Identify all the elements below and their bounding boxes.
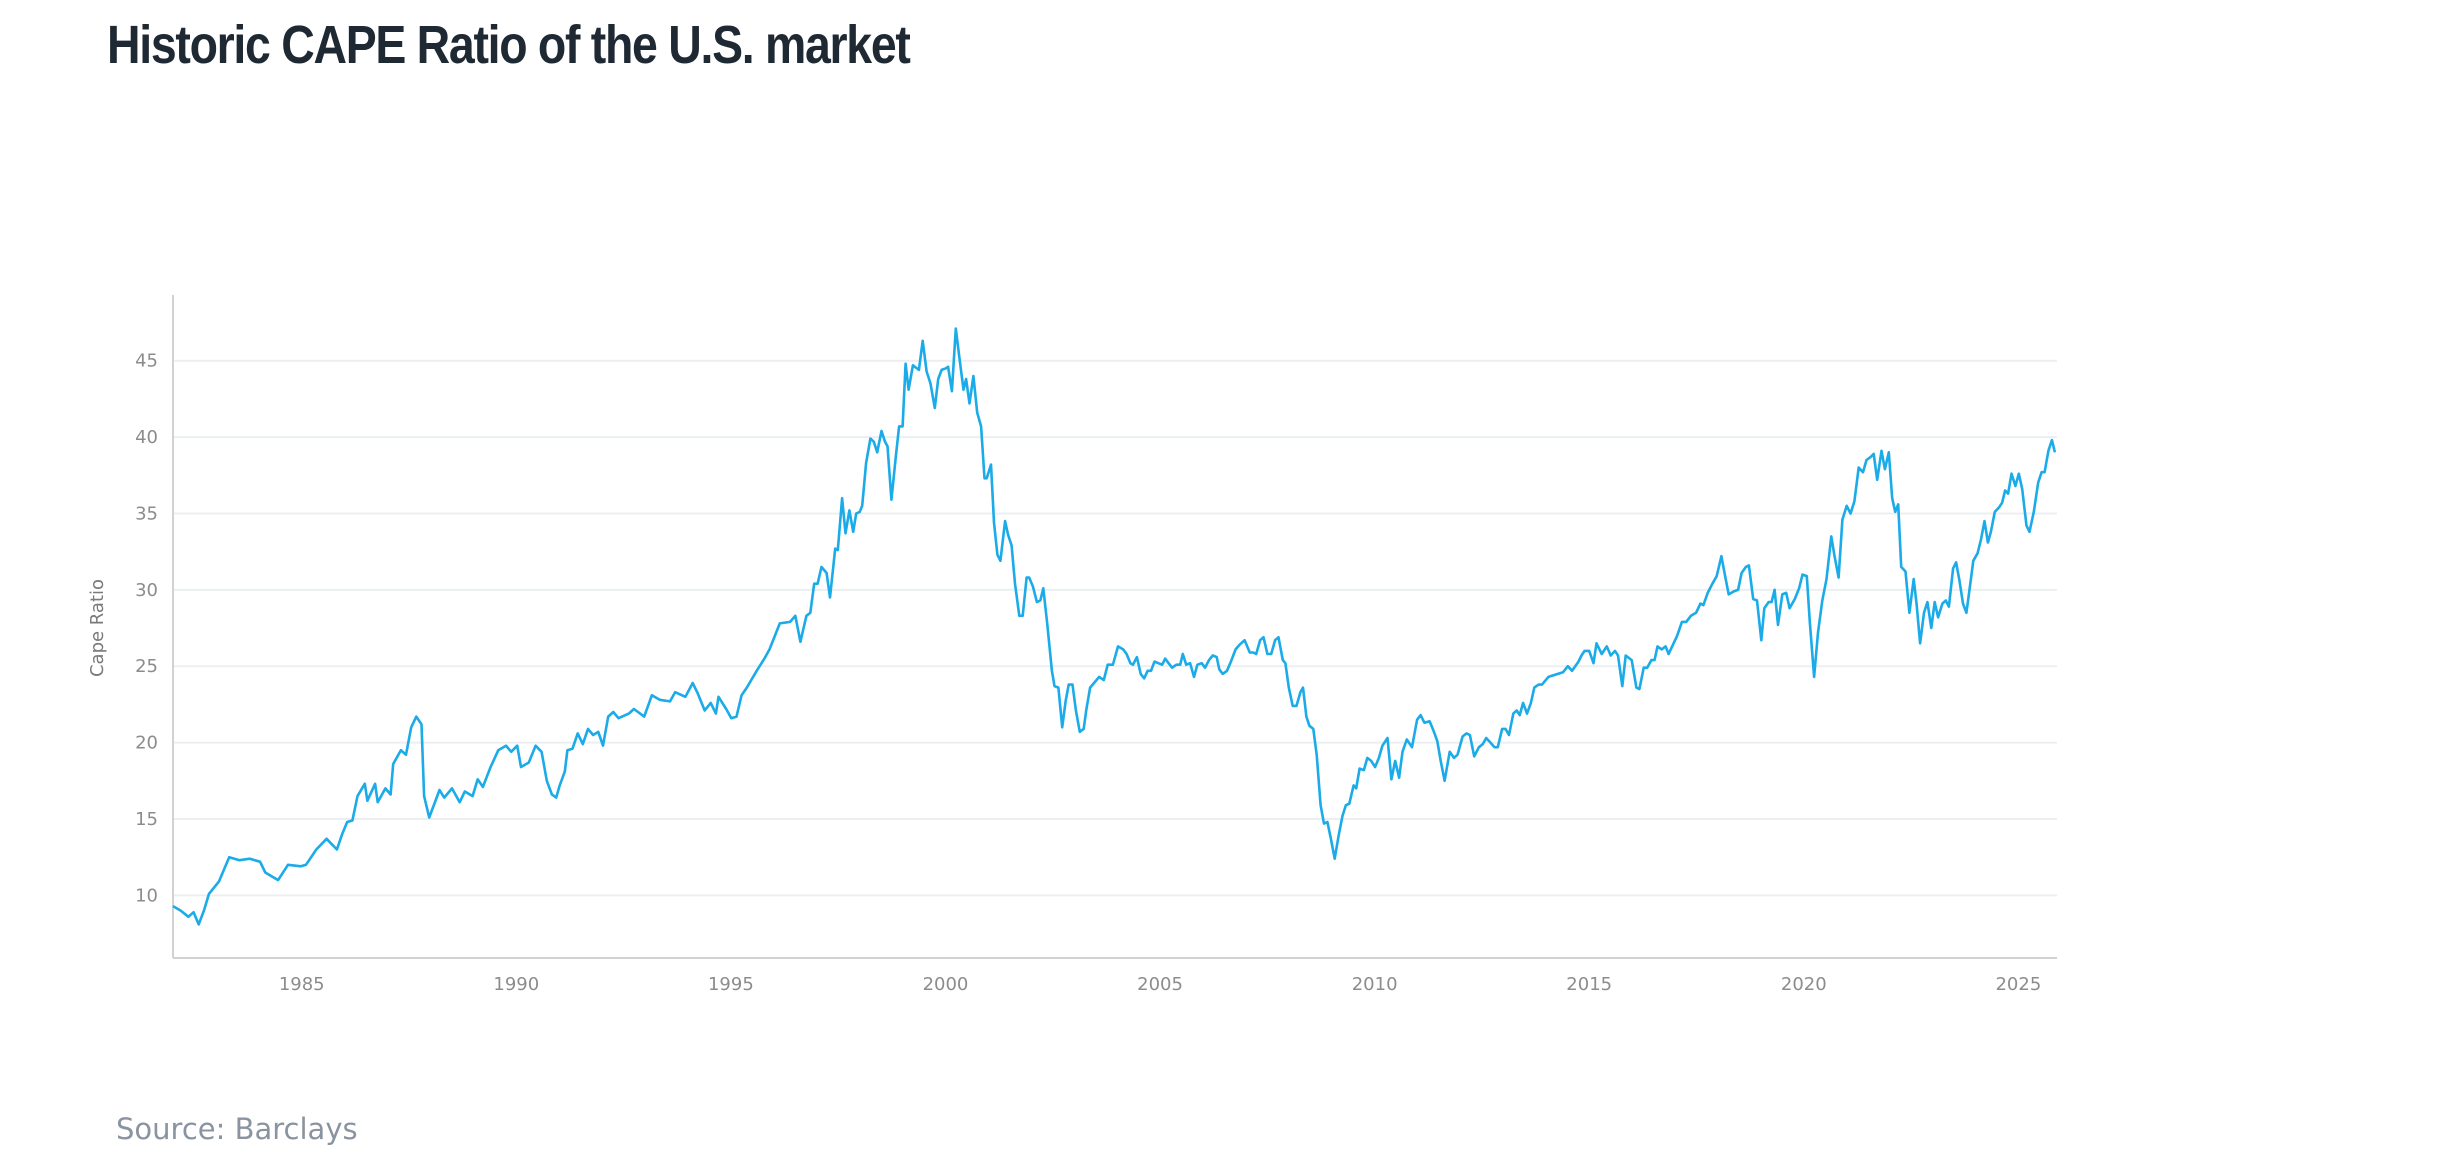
x-tick-labels: 1985 1990 1995 2000 2005 2010 2015 2020 2025 bbox=[279, 974, 2041, 995]
x-tick-label: 2020 bbox=[1781, 974, 1827, 995]
x-tick-label: 1985 bbox=[279, 974, 325, 995]
y-tick-label: 15 bbox=[135, 809, 158, 830]
y-tick-label: 35 bbox=[135, 503, 158, 524]
x-tick-label: 2000 bbox=[923, 974, 969, 995]
y-axis-label: Cape Ratio bbox=[87, 579, 108, 677]
x-tick-label: 2010 bbox=[1352, 974, 1398, 995]
x-tick-label: 1995 bbox=[708, 974, 754, 995]
y-tick-label: 20 bbox=[135, 733, 158, 754]
x-tick-label: 2005 bbox=[1137, 974, 1183, 995]
x-tick-label: 2015 bbox=[1566, 974, 1612, 995]
gridlines bbox=[173, 359, 2057, 897]
y-tick-labels: 10 15 20 25 30 35 40 45 bbox=[135, 351, 158, 907]
cape-ratio-series-line bbox=[172, 327, 2057, 926]
x-tick-label: 2025 bbox=[1995, 974, 2041, 995]
y-tick-label: 25 bbox=[135, 656, 158, 677]
y-tick-label: 40 bbox=[135, 427, 158, 448]
x-tick-label: 1990 bbox=[493, 974, 539, 995]
source-note: Source: Barclays bbox=[116, 1112, 358, 1146]
y-tick-label: 30 bbox=[135, 580, 158, 601]
y-tick-label: 45 bbox=[135, 351, 158, 372]
y-tick-label: 10 bbox=[135, 885, 158, 906]
chart-title: Historic CAPE Ratio of the U.S. market bbox=[107, 15, 911, 75]
